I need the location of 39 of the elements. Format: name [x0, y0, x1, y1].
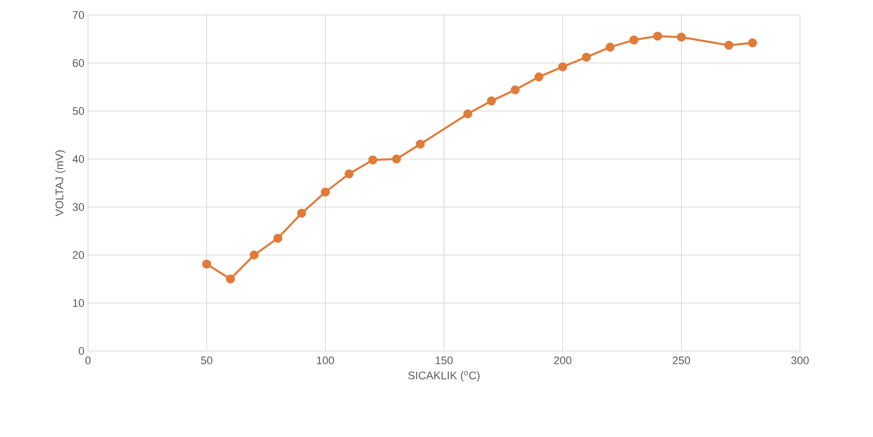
- point: [297, 208, 306, 218]
- point: [226, 274, 235, 284]
- y-tick-label: 10: [73, 299, 84, 307]
- point: [676, 32, 686, 42]
- point: [629, 35, 638, 44]
- point: [748, 38, 758, 48]
- point: [202, 260, 212, 269]
- point: [463, 109, 472, 118]
- y-tick-label: 20: [72, 251, 84, 259]
- y-tick-label: 50: [72, 107, 84, 115]
- point: [250, 250, 259, 260]
- x-tick-label: 250: [672, 356, 690, 364]
- x-tick-label: 150: [436, 356, 453, 364]
- point: [558, 62, 568, 72]
- x-tick-label: 200: [554, 356, 572, 364]
- point: [368, 155, 378, 164]
- point: [273, 234, 282, 243]
- y-tick-label: 0: [78, 347, 84, 355]
- x-tick-label: 0: [85, 356, 91, 364]
- point: [486, 96, 496, 106]
- point: [344, 169, 354, 178]
- y-tick-label: 30: [72, 203, 84, 211]
- x-tick-label: 50: [201, 356, 212, 364]
- x-tick-label: 300: [791, 356, 809, 364]
- y-tick-label: 60: [72, 59, 84, 67]
- point: [416, 140, 425, 149]
- point: [606, 42, 615, 52]
- y-tick-label: 40: [72, 155, 84, 163]
- y-axis-title: VOLTAJ (mV): [55, 150, 66, 216]
- point: [510, 85, 520, 94]
- point: [724, 40, 734, 50]
- x-tick-label: 100: [317, 356, 334, 364]
- point: [392, 154, 402, 164]
- point: [582, 52, 591, 62]
- point: [653, 32, 662, 41]
- point: [320, 188, 330, 197]
- point: [534, 72, 544, 82]
- x-axis-title: SICAKLIK ($^{o}$C): [408, 371, 480, 382]
- y-tick-label: 70: [72, 11, 84, 19]
